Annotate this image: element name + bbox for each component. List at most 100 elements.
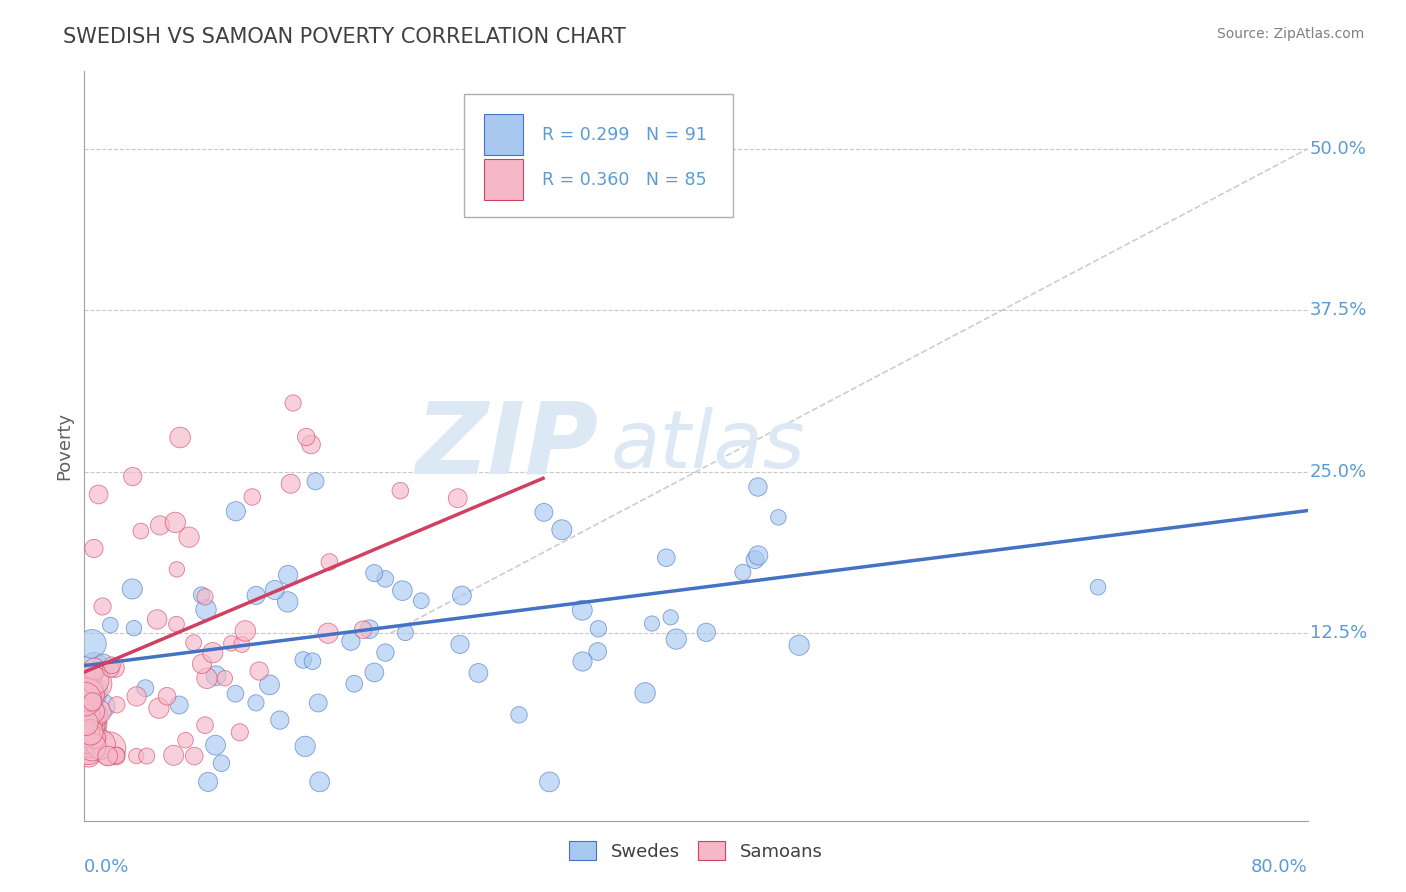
Point: [149, 518, 172, 533]
Point: [84, 673, 107, 688]
Point: [121, 582, 143, 596]
Point: [77, 681, 100, 695]
Point: [97, 749, 120, 764]
Point: [299, 437, 322, 451]
Point: [105, 698, 128, 712]
Point: [292, 653, 315, 667]
Point: [352, 623, 374, 637]
Text: 25.0%: 25.0%: [1310, 463, 1367, 481]
Point: [122, 621, 145, 635]
Point: [374, 646, 396, 660]
Point: [75, 723, 97, 738]
Point: [75, 710, 97, 724]
Point: [343, 677, 366, 691]
Point: [76, 724, 98, 739]
Point: [146, 612, 169, 626]
Point: [231, 638, 253, 652]
Point: [79, 701, 101, 715]
Point: [571, 603, 593, 617]
Point: [134, 681, 156, 696]
Point: [79, 731, 101, 746]
Point: [659, 610, 682, 624]
Text: 37.5%: 37.5%: [1310, 301, 1368, 319]
Point: [98, 741, 121, 756]
Point: [73, 695, 96, 709]
Point: [76, 724, 98, 739]
Point: [451, 589, 474, 603]
Point: [84, 682, 107, 697]
Point: [318, 555, 340, 569]
Point: [294, 739, 316, 754]
Point: [77, 740, 100, 755]
Point: [91, 699, 114, 714]
Point: [100, 662, 122, 676]
Point: [129, 524, 152, 538]
Point: [508, 707, 530, 722]
Point: [165, 516, 187, 530]
Point: [98, 618, 121, 632]
Point: [641, 616, 664, 631]
Point: [125, 690, 148, 704]
Point: [90, 738, 112, 752]
Point: [195, 603, 218, 617]
Point: [194, 590, 217, 604]
Point: [82, 705, 104, 719]
Point: [197, 775, 219, 789]
Point: [91, 657, 114, 672]
Point: [190, 588, 212, 602]
Point: [374, 572, 396, 586]
Point: [75, 721, 97, 735]
Point: [533, 505, 555, 519]
Point: [221, 636, 243, 650]
Point: [394, 625, 416, 640]
Point: [316, 626, 339, 640]
Point: [281, 396, 304, 410]
Point: [655, 550, 678, 565]
Point: [447, 491, 470, 506]
Point: [84, 714, 107, 729]
Point: [166, 617, 188, 632]
Point: [205, 669, 228, 683]
Text: R = 0.360   N = 85: R = 0.360 N = 85: [541, 170, 706, 188]
Point: [75, 716, 97, 731]
Point: [191, 657, 214, 671]
Point: [167, 698, 190, 712]
Point: [79, 690, 101, 704]
Point: [75, 734, 97, 748]
Point: [359, 622, 381, 636]
Point: [363, 665, 385, 680]
Point: [240, 490, 263, 504]
Point: [76, 729, 98, 743]
Point: [75, 692, 97, 706]
Point: [744, 552, 766, 566]
Bar: [484, 114, 523, 155]
Point: [295, 430, 318, 444]
Point: [301, 654, 323, 668]
Point: [75, 687, 97, 701]
Legend: Swedes, Samoans: Swedes, Samoans: [562, 834, 830, 868]
Point: [84, 727, 107, 741]
Text: Source: ZipAtlas.com: Source: ZipAtlas.com: [1216, 27, 1364, 41]
Point: [79, 714, 101, 728]
Point: [201, 646, 224, 660]
Point: [80, 637, 103, 651]
Point: [225, 504, 247, 518]
Point: [79, 716, 101, 731]
Point: [83, 541, 105, 556]
Point: [76, 708, 98, 723]
Text: 50.0%: 50.0%: [1310, 140, 1367, 158]
Point: [304, 475, 326, 489]
Point: [389, 483, 412, 498]
Point: [77, 689, 100, 703]
Point: [135, 749, 157, 764]
Point: [731, 566, 754, 580]
Point: [79, 725, 101, 739]
Point: [76, 684, 98, 698]
Point: [101, 658, 124, 673]
Point: [73, 687, 96, 701]
Point: [84, 676, 107, 690]
Point: [280, 476, 302, 491]
Point: [177, 530, 200, 544]
Point: [183, 749, 205, 764]
Point: [183, 635, 205, 649]
